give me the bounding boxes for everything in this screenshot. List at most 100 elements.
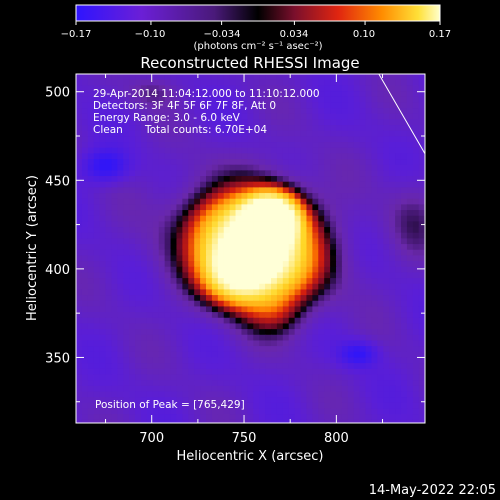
heatmap-cell xyxy=(371,210,378,217)
heatmap-cell xyxy=(253,317,260,325)
heatmap-cell xyxy=(265,142,272,149)
heatmap-cell xyxy=(235,221,243,228)
heatmap-cell xyxy=(424,142,425,149)
heatmap-cell xyxy=(294,227,302,234)
heatmap-cell xyxy=(158,227,166,234)
heatmap-cell xyxy=(276,357,284,364)
heatmap-cell xyxy=(282,79,290,86)
heatmap-cell xyxy=(76,232,83,239)
heatmap-cell xyxy=(123,261,130,268)
heatmap-cell xyxy=(271,334,278,342)
heatmap-cell xyxy=(306,306,313,313)
heatmap-cell xyxy=(176,266,183,274)
heatmap-cell xyxy=(365,227,373,234)
heatmap-cell xyxy=(235,85,243,92)
heatmap-cell xyxy=(353,306,361,313)
heatmap-cell xyxy=(271,125,278,132)
heatmap-cell xyxy=(306,402,313,410)
heatmap-cell xyxy=(129,357,136,364)
heatmap-cell xyxy=(431,80,438,86)
heatmap-cell xyxy=(217,147,225,154)
heatmap-cell xyxy=(395,136,402,143)
heatmap-cell xyxy=(418,397,425,404)
heatmap-cell xyxy=(164,295,172,302)
heatmap-cell xyxy=(170,232,178,239)
heatmap-cell xyxy=(241,170,248,177)
heatmap-cell xyxy=(206,414,213,421)
heatmap-cell xyxy=(194,414,201,421)
heatmap-cell xyxy=(400,221,408,228)
heatmap-cell xyxy=(418,261,425,268)
heatmap-cell xyxy=(389,391,396,398)
heatmap-cell xyxy=(294,374,302,381)
heatmap-cell xyxy=(406,380,414,387)
heatmap-cell xyxy=(288,153,296,160)
heatmap-cell xyxy=(241,153,248,160)
heatmap-cell xyxy=(200,317,207,325)
heatmap-cell xyxy=(194,266,201,274)
heatmap-cell xyxy=(176,289,183,296)
heatmap-cell xyxy=(229,244,237,251)
heatmap-cell xyxy=(341,130,349,137)
heatmap-cell xyxy=(330,266,337,274)
heatmap-cell xyxy=(81,159,89,166)
heatmap-cell xyxy=(99,391,107,398)
heatmap-cell xyxy=(336,187,343,194)
heatmap-cell xyxy=(176,96,183,103)
heatmap-cell xyxy=(341,329,349,336)
heatmap-cell xyxy=(395,85,402,92)
heatmap-cell xyxy=(182,181,189,188)
heatmap-cell xyxy=(431,131,438,137)
y-axis-label: Heliocentric Y (arcsec) xyxy=(25,175,40,321)
heatmap-cell xyxy=(383,317,390,325)
heatmap-cell xyxy=(418,85,425,92)
heatmap-cell xyxy=(99,153,107,160)
heatmap-cell xyxy=(395,74,402,81)
heatmap-cell xyxy=(271,181,278,188)
heatmap-cell xyxy=(123,312,130,319)
heatmap-cell xyxy=(141,232,148,239)
heatmap-cell xyxy=(300,391,308,398)
heatmap-cell xyxy=(418,272,425,279)
heatmap-cell xyxy=(324,402,331,410)
heatmap-cell xyxy=(324,357,331,364)
heatmap-cell xyxy=(105,159,113,166)
heatmap-cell xyxy=(165,425,172,431)
heatmap-cell xyxy=(218,425,225,431)
heatmap-cell xyxy=(341,300,349,308)
heatmap-cell xyxy=(418,176,425,183)
heatmap-cell xyxy=(247,278,254,285)
heatmap-cell xyxy=(223,113,231,120)
heatmap-cell xyxy=(194,283,201,291)
heatmap-cell xyxy=(431,261,438,267)
heatmap-cell xyxy=(412,385,420,393)
heatmap-cell xyxy=(282,329,290,336)
heatmap-cell xyxy=(400,142,408,149)
heatmap-cell xyxy=(99,193,107,200)
heatmap-cell xyxy=(117,91,124,98)
heatmap-cell xyxy=(276,419,284,423)
heatmap-cell xyxy=(141,323,148,330)
heatmap-cell xyxy=(341,147,349,154)
heatmap-cell xyxy=(170,130,178,137)
heatmap-cell xyxy=(146,249,154,257)
heatmap-cell xyxy=(206,340,213,347)
heatmap-cell xyxy=(247,215,254,222)
heatmap-image xyxy=(76,74,438,431)
heatmap-cell xyxy=(406,170,414,177)
heatmap-cell xyxy=(99,408,107,415)
heatmap-cell xyxy=(129,119,136,126)
heatmap-cell xyxy=(87,221,95,228)
heatmap-cell xyxy=(424,414,425,421)
heatmap-cell xyxy=(412,334,420,342)
heatmap-cell xyxy=(123,323,130,330)
heatmap-cell xyxy=(431,97,438,103)
heatmap-cell xyxy=(182,255,189,262)
heatmap-cell xyxy=(377,351,384,359)
heatmap-cell xyxy=(271,329,278,336)
heatmap-cell xyxy=(294,300,302,308)
heatmap-cell xyxy=(206,91,213,98)
heatmap-cell xyxy=(353,351,361,359)
heatmap-cell xyxy=(353,261,361,268)
heatmap-cell xyxy=(99,164,107,171)
